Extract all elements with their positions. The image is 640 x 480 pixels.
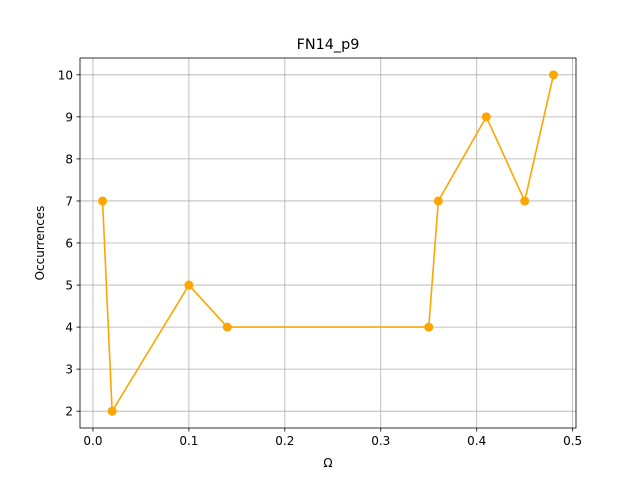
x-tick-label: 0.4 [467,434,486,448]
y-tick-label: 5 [65,279,73,293]
y-tick-label: 2 [65,405,73,419]
data-point [222,322,232,332]
y-axis: 2 3 4 5 6 7 8 9 10 [58,68,80,419]
y-tick-label: 4 [65,321,73,335]
grid [80,58,576,428]
y-tick-label: 3 [65,363,73,377]
data-point [424,322,434,332]
x-tick-label: 0.2 [275,434,294,448]
x-tick-label: 0.3 [371,434,390,448]
x-tick-label: 0.5 [563,434,582,448]
data-point [481,112,491,122]
data-point [548,70,558,80]
data-point [98,196,108,206]
y-tick-label: 7 [65,194,73,208]
data-point [433,196,443,206]
y-tick-label: 6 [65,237,73,251]
data-point [184,280,194,290]
y-tick-label: 8 [65,152,73,166]
data-point [107,406,117,416]
x-axis-label: Ω [323,456,332,470]
y-tick-label: 9 [65,110,73,124]
data-point [520,196,530,206]
y-tick-label: 10 [58,68,73,82]
chart-title: FN14_p9 [297,37,360,53]
y-axis-label: Occurrences [33,206,47,281]
x-tick-label: 0.0 [83,434,102,448]
x-tick-label: 0.1 [179,434,198,448]
x-axis: 0.0 0.1 0.2 0.3 0.4 0.5 [83,428,582,448]
series-layer [98,70,558,416]
